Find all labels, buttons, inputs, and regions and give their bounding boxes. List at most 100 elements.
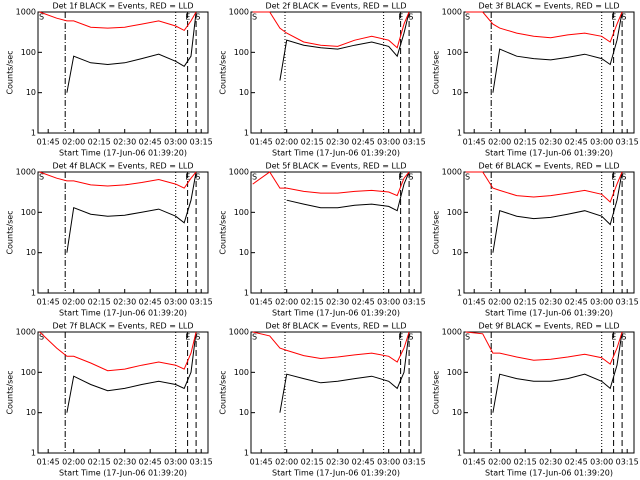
x-tick-label: 01:45: [250, 298, 273, 307]
series-line: [465, 331, 623, 365]
y-tick-label: 1: [457, 289, 462, 298]
x-tick-label: 02:15: [301, 298, 324, 307]
x-axis-label: Start Time (17-Jun-06 01:39:20): [59, 309, 187, 318]
y-axis-label: Counts/sec: [432, 50, 441, 94]
annotation: S: [195, 333, 200, 342]
series-line: [252, 331, 410, 363]
x-tick-label: 03:00: [590, 298, 613, 307]
annotation: S: [408, 333, 413, 342]
x-axis-label: Start Time (17-Jun-06 01:39:20): [59, 149, 187, 158]
x-tick-label: 01:45: [463, 138, 486, 147]
annotation: E: [611, 333, 616, 342]
annotation: S: [465, 333, 470, 342]
x-tick-label: 02:00: [488, 458, 511, 467]
y-axis-label: Counts/sec: [219, 50, 228, 94]
x-tick-label: 02:30: [326, 298, 349, 307]
x-tick-label: 02:15: [514, 298, 537, 307]
annotation: E: [398, 13, 403, 22]
y-tick-label: 1000: [442, 8, 462, 17]
x-axis-label: Start Time (17-Jun-06 01:39:20): [485, 309, 613, 318]
x-tick-label: 01:45: [463, 458, 486, 467]
x-axis-label: Start Time (17-Jun-06 01:39:20): [485, 149, 613, 158]
x-tick-label: 02:30: [539, 298, 562, 307]
x-tick-label: 02:45: [352, 298, 375, 307]
x-tick-label: 02:30: [113, 298, 136, 307]
annotation: S: [465, 173, 470, 182]
plot-frame: [463, 171, 635, 294]
y-axis-label: Counts/sec: [6, 370, 15, 414]
y-tick-label: 1000: [16, 8, 36, 17]
x-tick-label: 02:00: [62, 458, 85, 467]
annotation: S: [195, 173, 200, 182]
annotation: E: [611, 13, 616, 22]
plot-frame: [463, 331, 635, 454]
y-tick-label: 1000: [442, 328, 462, 337]
x-axis-label: Start Time (17-Jun-06 01:39:20): [272, 469, 400, 478]
y-tick-label: 100: [447, 208, 462, 217]
y-tick-label: 1000: [442, 168, 462, 177]
series-line: [66, 171, 197, 253]
series-line: [492, 331, 623, 413]
annotation: S: [39, 173, 44, 182]
panel: Det 1f BLACK = Events, RED = LLD Start Ti…: [6, 2, 213, 158]
y-tick-label: 100: [234, 368, 249, 377]
x-tick-label: 03:00: [377, 138, 400, 147]
x-tick-label: 01:45: [37, 298, 60, 307]
y-tick-label: 100: [21, 48, 36, 57]
y-axis-label: Counts/sec: [6, 210, 15, 254]
plot-frame: [37, 11, 209, 134]
plot-frame: [463, 11, 635, 134]
chart-title: Det 2f BLACK = Events, RED = LLD: [265, 2, 406, 11]
x-tick-label: 02:30: [113, 138, 136, 147]
panel: Det 8f BLACK = Events, RED = LLD Start Ti…: [219, 322, 426, 478]
plot-frame: [250, 171, 422, 294]
y-tick-label: 1000: [229, 8, 249, 17]
panel: Det 5f BLACK = Events, RED = LLD Start Ti…: [219, 162, 426, 318]
annotation: S: [408, 173, 413, 182]
x-tick-label: 01:45: [250, 458, 273, 467]
x-tick-label: 02:15: [514, 458, 537, 467]
annotation: S: [39, 13, 44, 22]
panel: Det 3f BLACK = Events, RED = LLD Start Ti…: [432, 2, 639, 158]
series-line: [492, 11, 623, 93]
x-tick-label: 03:15: [616, 138, 639, 147]
y-tick-label: 1000: [229, 168, 249, 177]
annotation: S: [621, 173, 626, 182]
annotation: S: [252, 333, 257, 342]
y-tick-label: 10: [239, 88, 249, 97]
series-line: [252, 171, 410, 197]
y-tick-label: 1: [244, 129, 249, 138]
x-tick-label: 03:15: [403, 138, 426, 147]
x-tick-label: 03:00: [377, 458, 400, 467]
x-tick-label: 03:00: [164, 138, 187, 147]
y-tick-label: 1: [31, 449, 36, 458]
x-tick-label: 02:15: [88, 298, 111, 307]
y-axis-label: Counts/sec: [432, 370, 441, 414]
x-tick-label: 02:45: [139, 298, 162, 307]
y-tick-label: 10: [26, 408, 36, 417]
series-line: [279, 11, 410, 81]
series-line: [39, 171, 197, 189]
series-line: [492, 171, 623, 253]
x-tick-label: 03:15: [190, 138, 213, 147]
x-tick-label: 02:15: [88, 138, 111, 147]
x-tick-label: 03:00: [590, 138, 613, 147]
y-tick-label: 1: [31, 289, 36, 298]
x-tick-label: 01:45: [463, 298, 486, 307]
series-line: [465, 171, 623, 203]
chart-title: Det 3f BLACK = Events, RED = LLD: [478, 2, 619, 11]
x-tick-label: 01:45: [37, 458, 60, 467]
chart-title: Det 5f BLACK = Events, RED = LLD: [265, 162, 406, 171]
y-axis-label: Counts/sec: [6, 50, 15, 94]
x-tick-label: 01:45: [250, 138, 273, 147]
series-line: [66, 11, 197, 93]
panel: Det 9f BLACK = Events, RED = LLD Start Ti…: [432, 322, 639, 478]
series-line: [279, 331, 410, 413]
x-tick-label: 02:45: [565, 138, 588, 147]
chart-title: Det 6f BLACK = Events, RED = LLD: [478, 162, 619, 171]
y-axis-label: Counts/sec: [219, 210, 228, 254]
y-tick-label: 1: [31, 129, 36, 138]
x-tick-label: 02:45: [565, 298, 588, 307]
y-tick-label: 1000: [16, 328, 36, 337]
